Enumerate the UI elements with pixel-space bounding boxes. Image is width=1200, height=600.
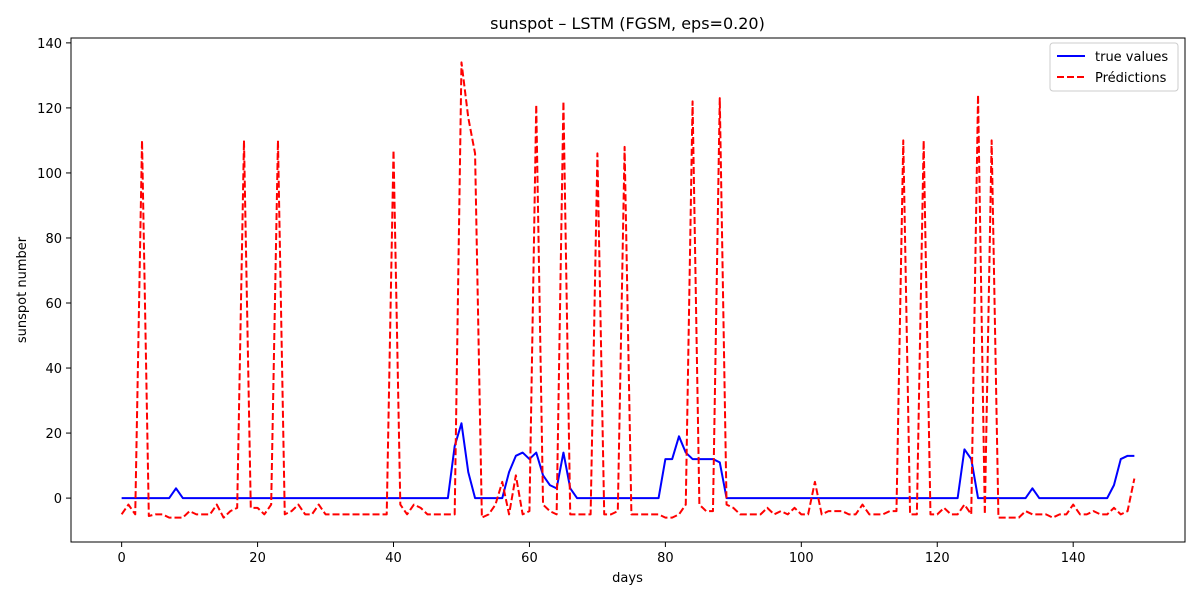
series-line-true-values: [121, 422, 1135, 500]
legend-label-true-values: true values: [1095, 50, 1168, 65]
plot-area: [120, 61, 1136, 519]
y-tick-label: 40: [45, 362, 62, 377]
x-tick-label: 120: [925, 551, 950, 566]
legend: true values Prédictions: [1049, 42, 1179, 92]
legend-label-predictions: Prédictions: [1095, 71, 1167, 86]
y-tick-label: 80: [45, 232, 62, 247]
chart-title: sunspot – LSTM (FGSM, eps=0.20): [490, 14, 765, 33]
x-tick-label: 20: [249, 551, 266, 566]
axes-frame: [70, 37, 1186, 543]
x-tick-label: 140: [1061, 551, 1086, 566]
x-tick-label: 100: [789, 551, 814, 566]
y-tick-label: 20: [45, 427, 62, 442]
axes: 0 20 40 60 80 100 120 140 0 20 40 60 80 100 120 140: [37, 37, 1186, 566]
y-axis-label: sunspot number: [15, 236, 30, 343]
y-tick-label: 120: [37, 102, 62, 117]
x-axis-label: days: [612, 571, 643, 586]
y-tick-label: 140: [37, 37, 62, 52]
series-line-predictions: [120, 61, 1136, 519]
y-tick-label: 60: [45, 297, 62, 312]
x-tick-label: 0: [117, 551, 125, 566]
x-tick-label: 60: [521, 551, 538, 566]
y-tick-label: 100: [37, 167, 62, 182]
y-tick-label: 0: [54, 492, 62, 507]
x-tick-label: 80: [657, 551, 674, 566]
x-tick-label: 40: [385, 551, 402, 566]
